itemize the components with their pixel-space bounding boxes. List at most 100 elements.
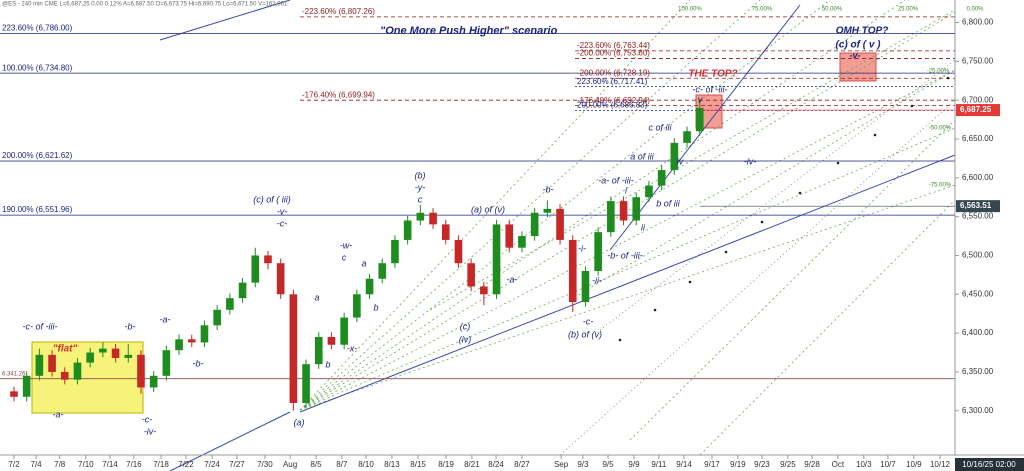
wave-label: iv (677, 156, 684, 166)
wave-label: -c- (142, 414, 153, 424)
x-tick-label: 9/14 (676, 460, 692, 469)
x-tick-label: Aug (283, 460, 297, 469)
wave-label: -a- (160, 314, 171, 324)
candle-body (35, 354, 44, 376)
level-label: -223.60% (6,807.26) (302, 7, 375, 16)
wave-label: -v- (850, 50, 861, 60)
x-tick-label: 8/7 (336, 460, 348, 469)
x-tick-label: 9/11 (651, 460, 667, 469)
wave-label: a (314, 292, 319, 302)
x-tick-label: 7/24 (204, 460, 220, 469)
y-tick-label: 6,650.00 (962, 134, 994, 143)
x-tick-label: 8/10 (358, 460, 374, 469)
candle-body (695, 107, 704, 132)
y-tick-label: 6,400.00 (962, 328, 994, 337)
dot (873, 133, 877, 137)
wave-label: (a) (294, 417, 305, 427)
wave-label: (c) of ( iii) (253, 194, 291, 204)
candle-body (594, 232, 602, 271)
fan-label: -75.00% (929, 183, 952, 189)
candle-body (467, 263, 475, 287)
candle-body (492, 224, 501, 295)
candle-body (137, 354, 145, 388)
price-tag: 6,563.51 (960, 201, 992, 210)
x-tick-label: 8/19 (438, 460, 454, 469)
x-tick-label: 8/21 (464, 460, 480, 469)
candle-body (505, 224, 514, 248)
wave-label: -iv- (744, 156, 757, 166)
candle-body (670, 142, 679, 171)
price-tag: 6,687.25 (960, 105, 992, 114)
wave-label: (b) of (v) (568, 329, 602, 339)
time-tag-bg (955, 458, 1024, 471)
price-tag-bg (956, 104, 1000, 117)
level-label: 190.00% (6,551.96) (2, 205, 73, 214)
wave-label: -v- (277, 206, 288, 216)
candle-body (187, 339, 196, 343)
y-tick-label: 6,350.00 (962, 367, 994, 376)
wave-label: b (373, 302, 378, 312)
candle-body (200, 325, 209, 343)
candle-body (264, 255, 272, 264)
y-tick-label: 6,700.00 (962, 95, 994, 104)
fan-label: 75.00% (752, 7, 773, 13)
candle-body (632, 197, 641, 221)
wave-label: -w- (340, 240, 353, 250)
x-tick-label: 7/30 (257, 460, 273, 469)
x-tick-label: 7/14 (102, 460, 118, 469)
y-tick-label: 6,500.00 (962, 251, 994, 260)
parallel-lines (559, 59, 956, 456)
fan-label: -25.00% (927, 69, 950, 75)
x-tick-label: 7/10 (78, 460, 94, 469)
wave-label: c (418, 194, 423, 204)
x-tick-label: 8/24 (488, 460, 504, 469)
level-label: -200.00% (6,728.19) (577, 68, 650, 77)
candle-body (454, 239, 463, 264)
wave-label: -x- (347, 343, 358, 353)
wave-label: -b- (543, 184, 554, 194)
candle-body (111, 348, 120, 358)
level-label: 223.60% (6,717.41) (577, 77, 648, 86)
dot (653, 308, 657, 312)
fan-label: -50.00% (929, 126, 952, 132)
dot (688, 280, 692, 284)
wave-label: OMH TOP? (836, 26, 889, 37)
x-tick-label: 7/16 (126, 460, 142, 469)
candle-body (480, 286, 488, 295)
wave-label: (c) of ( v ) (836, 40, 882, 51)
level-label: -176.40% (6,692.94) (577, 96, 650, 105)
candle-body (149, 375, 158, 388)
price-tag-bg (956, 200, 1000, 213)
wave-label: (a) of (v) (471, 204, 505, 214)
wave-label: -c- (583, 316, 594, 326)
wave-label: (b) (415, 170, 426, 180)
x-tick-label: 9/28 (804, 460, 820, 469)
candle-body (73, 362, 82, 380)
x-tick-label: 7/8 (54, 460, 66, 469)
wave-label: a of iii (630, 151, 655, 161)
x-tick-label: 7/27 (229, 460, 245, 469)
x-tick-label: Sep (554, 460, 569, 469)
candle-body (568, 239, 577, 303)
fan-label: 25.00% (898, 7, 919, 13)
candle-body (607, 201, 615, 233)
y-tick-label: 6,550.00 (962, 212, 994, 221)
wave-label: -a- of -iii- (598, 175, 634, 185)
x-tick-label: 9/19 (730, 460, 746, 469)
candle-body (619, 201, 628, 221)
y-tick-label: 6,600.00 (962, 173, 994, 182)
wave-label: b of iii (656, 198, 681, 208)
candle-body (518, 236, 526, 248)
candle-body (302, 364, 310, 403)
level-label: -200.00% (6,753.60) (577, 49, 650, 58)
x-tick-label: 7/18 (153, 460, 169, 469)
candle-body (340, 317, 348, 345)
candle-body (645, 185, 653, 198)
wave-label: c (342, 252, 347, 262)
candle-body (289, 294, 298, 403)
wave-label: "One More Push Higher" scenario (380, 25, 558, 37)
x-tick-label: 9/17 (704, 460, 720, 469)
wave-label: -a- (53, 409, 64, 419)
wave-label: -b- (193, 358, 204, 368)
